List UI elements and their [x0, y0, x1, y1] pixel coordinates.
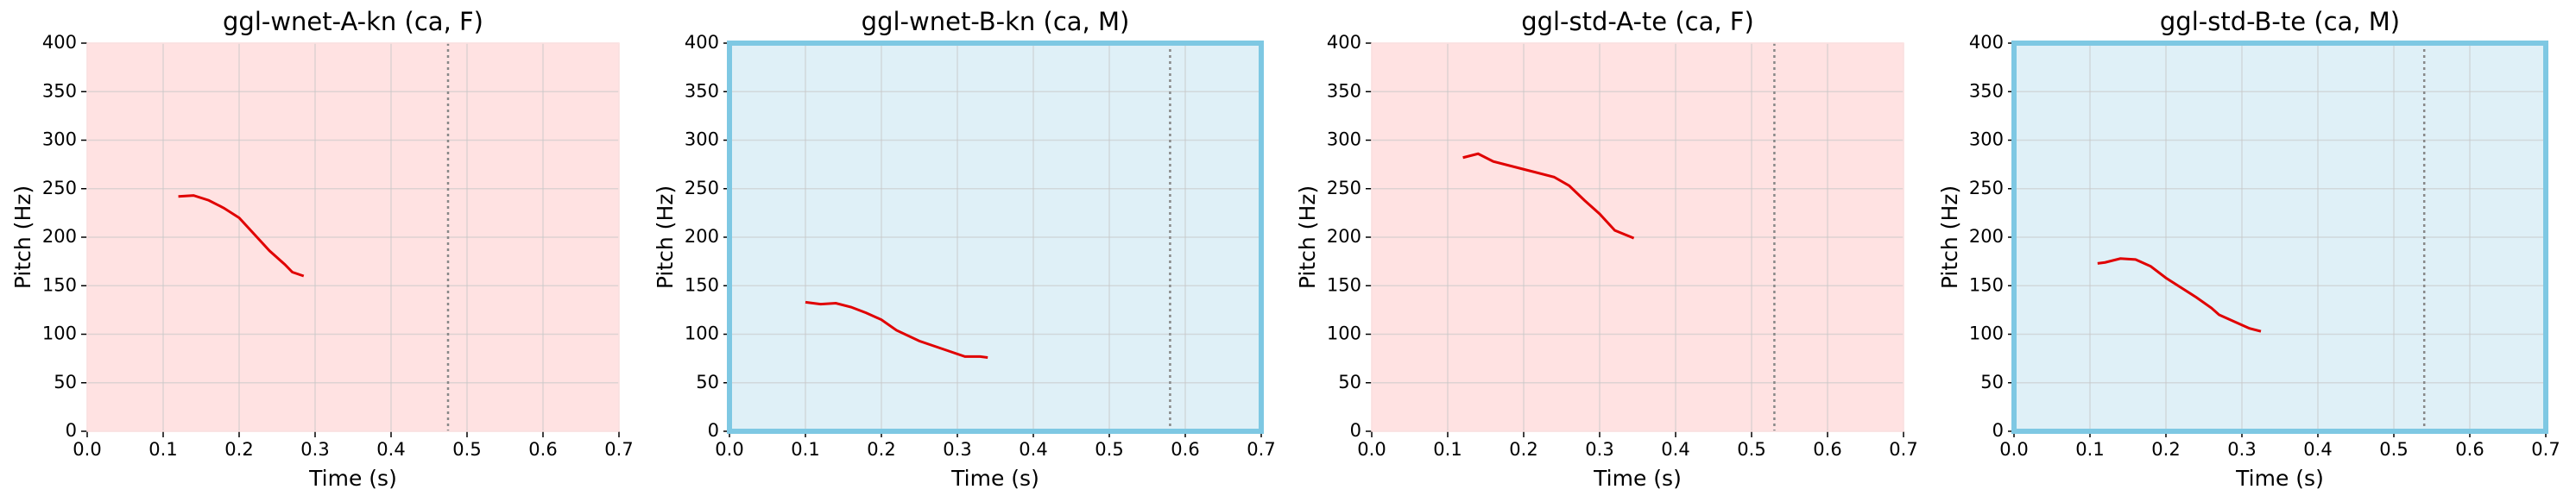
y-tick-label: 200 — [1327, 226, 1361, 247]
plot-border — [727, 41, 1264, 434]
y-tick-label: 0 — [1350, 420, 1361, 441]
x-tick-label: 0.5 — [1737, 439, 1765, 460]
x-tick-label: 0.6 — [2455, 439, 2484, 460]
subplot: 0 50 100 150 200 250 300 350 400 0.0 0.1 0.2 0.3 0.4 0… — [1937, 7, 2560, 491]
x-axis-label: Time (s) — [950, 466, 1039, 491]
x-tick-label: 0.0 — [1999, 439, 2028, 460]
subplot: 0 50 100 150 200 250 300 350 400 0.0 0.1 0.2 0.3 0.4 0… — [653, 7, 1276, 491]
y-tick-label: 250 — [685, 178, 719, 198]
x-tick-label: 0.0 — [73, 439, 101, 460]
plot-frame — [1371, 42, 1904, 432]
y-axis-label: Pitch (Hz) — [653, 185, 678, 289]
y-tick-label: 350 — [1969, 80, 2004, 101]
chart-title: ggl-std-B-te (ca, M) — [2160, 7, 2400, 36]
y-tick-label: 350 — [1327, 80, 1361, 101]
pitch-line — [178, 194, 305, 278]
x-tick-label: 0.4 — [1019, 439, 1047, 460]
y-axis-label: Pitch (Hz) — [10, 185, 35, 289]
y-tick-label: 350 — [42, 80, 77, 101]
x-tick-label: 0.6 — [1171, 439, 1199, 460]
x-tick-label: 0.3 — [300, 439, 329, 460]
y-tick-label: 400 — [685, 32, 719, 53]
y-tick-label: 200 — [685, 226, 719, 247]
x-tick-label: 0.1 — [148, 439, 177, 460]
y-tick-label: 100 — [685, 323, 719, 344]
pitch-line — [1462, 152, 1635, 240]
x-tick-label: 0.7 — [1889, 439, 1917, 460]
chart-title: ggl-std-A-te (ca, F) — [1521, 7, 1754, 36]
x-tick-label: 0.7 — [1247, 439, 1275, 460]
x-tick-label: 0.1 — [791, 439, 819, 460]
x-tick-label: 0.0 — [715, 439, 743, 460]
x-axis-label: Time (s) — [1593, 466, 1682, 491]
y-tick-label: 300 — [685, 129, 719, 150]
subplot: 0 50 100 150 200 250 300 350 400 0.0 0.1 0.2 0.3 0.4 0… — [1295, 7, 1918, 491]
y-tick-label: 350 — [685, 80, 719, 101]
y-tick-label: 150 — [42, 274, 77, 295]
y-tick-label: 300 — [1327, 129, 1361, 150]
plot-border — [2011, 41, 2548, 434]
x-tick-label: 0.1 — [2075, 439, 2104, 460]
plot-frame — [86, 42, 620, 432]
chart-title: ggl-wnet-A-kn (ca, F) — [223, 7, 483, 36]
y-tick-label: 50 — [696, 372, 719, 392]
x-tick-label: 0.2 — [2151, 439, 2180, 460]
x-tick-label: 0.5 — [452, 439, 481, 460]
x-tick-label: 0.1 — [1433, 439, 1462, 460]
y-tick-label: 400 — [1969, 32, 2004, 53]
x-tick-label: 0.7 — [2531, 439, 2560, 460]
x-axis-label: Time (s) — [308, 466, 397, 491]
pitch-line — [2097, 257, 2262, 333]
x-tick-label: 0.4 — [1661, 439, 1689, 460]
y-tick-label: 100 — [1327, 323, 1361, 344]
y-tick-label: 300 — [1969, 129, 2004, 150]
y-tick-label: 50 — [1338, 372, 1361, 392]
x-tick-label: 0.7 — [604, 439, 633, 460]
x-tick-label: 0.0 — [1357, 439, 1386, 460]
y-tick-label: 100 — [1969, 323, 2004, 344]
y-tick-label: 50 — [1980, 372, 2004, 392]
y-tick-label: 250 — [42, 178, 77, 198]
x-tick-label: 0.2 — [224, 439, 253, 460]
subplot: 0 50 100 150 200 250 300 350 400 0.0 0.1 0.2 0.3 0.4 0… — [10, 7, 634, 491]
x-tick-label: 0.3 — [2227, 439, 2256, 460]
y-tick-label: 0 — [708, 420, 719, 441]
y-axis-label: Pitch (Hz) — [1295, 185, 1320, 289]
x-tick-label: 0.2 — [867, 439, 895, 460]
y-tick-label: 200 — [42, 226, 77, 247]
x-tick-label: 0.6 — [528, 439, 557, 460]
x-tick-label: 0.2 — [1509, 439, 1537, 460]
x-tick-label: 0.3 — [943, 439, 971, 460]
y-tick-label: 50 — [54, 372, 77, 392]
y-tick-label: 0 — [66, 420, 77, 441]
y-axis-label: Pitch (Hz) — [1937, 185, 1962, 289]
y-tick-label: 250 — [1969, 178, 2004, 198]
y-tick-label: 400 — [1327, 32, 1361, 53]
pitch-line — [805, 300, 988, 359]
chart-title: ggl-wnet-B-kn (ca, M) — [862, 7, 1130, 36]
y-tick-label: 150 — [1969, 274, 2004, 295]
x-tick-label: 0.4 — [376, 439, 405, 460]
x-tick-label: 0.3 — [1585, 439, 1613, 460]
y-tick-label: 250 — [1327, 178, 1361, 198]
x-tick-label: 0.4 — [2303, 439, 2332, 460]
x-tick-label: 0.6 — [1813, 439, 1841, 460]
x-tick-label: 0.5 — [2379, 439, 2408, 460]
y-tick-label: 200 — [1969, 226, 2004, 247]
y-tick-label: 150 — [1327, 274, 1361, 295]
x-tick-label: 0.5 — [1095, 439, 1123, 460]
y-tick-label: 150 — [685, 274, 719, 295]
y-tick-label: 300 — [42, 129, 77, 150]
y-tick-label: 400 — [42, 32, 77, 53]
y-tick-label: 100 — [42, 323, 77, 344]
y-tick-label: 0 — [1992, 420, 2004, 441]
x-axis-label: Time (s) — [2235, 466, 2324, 491]
